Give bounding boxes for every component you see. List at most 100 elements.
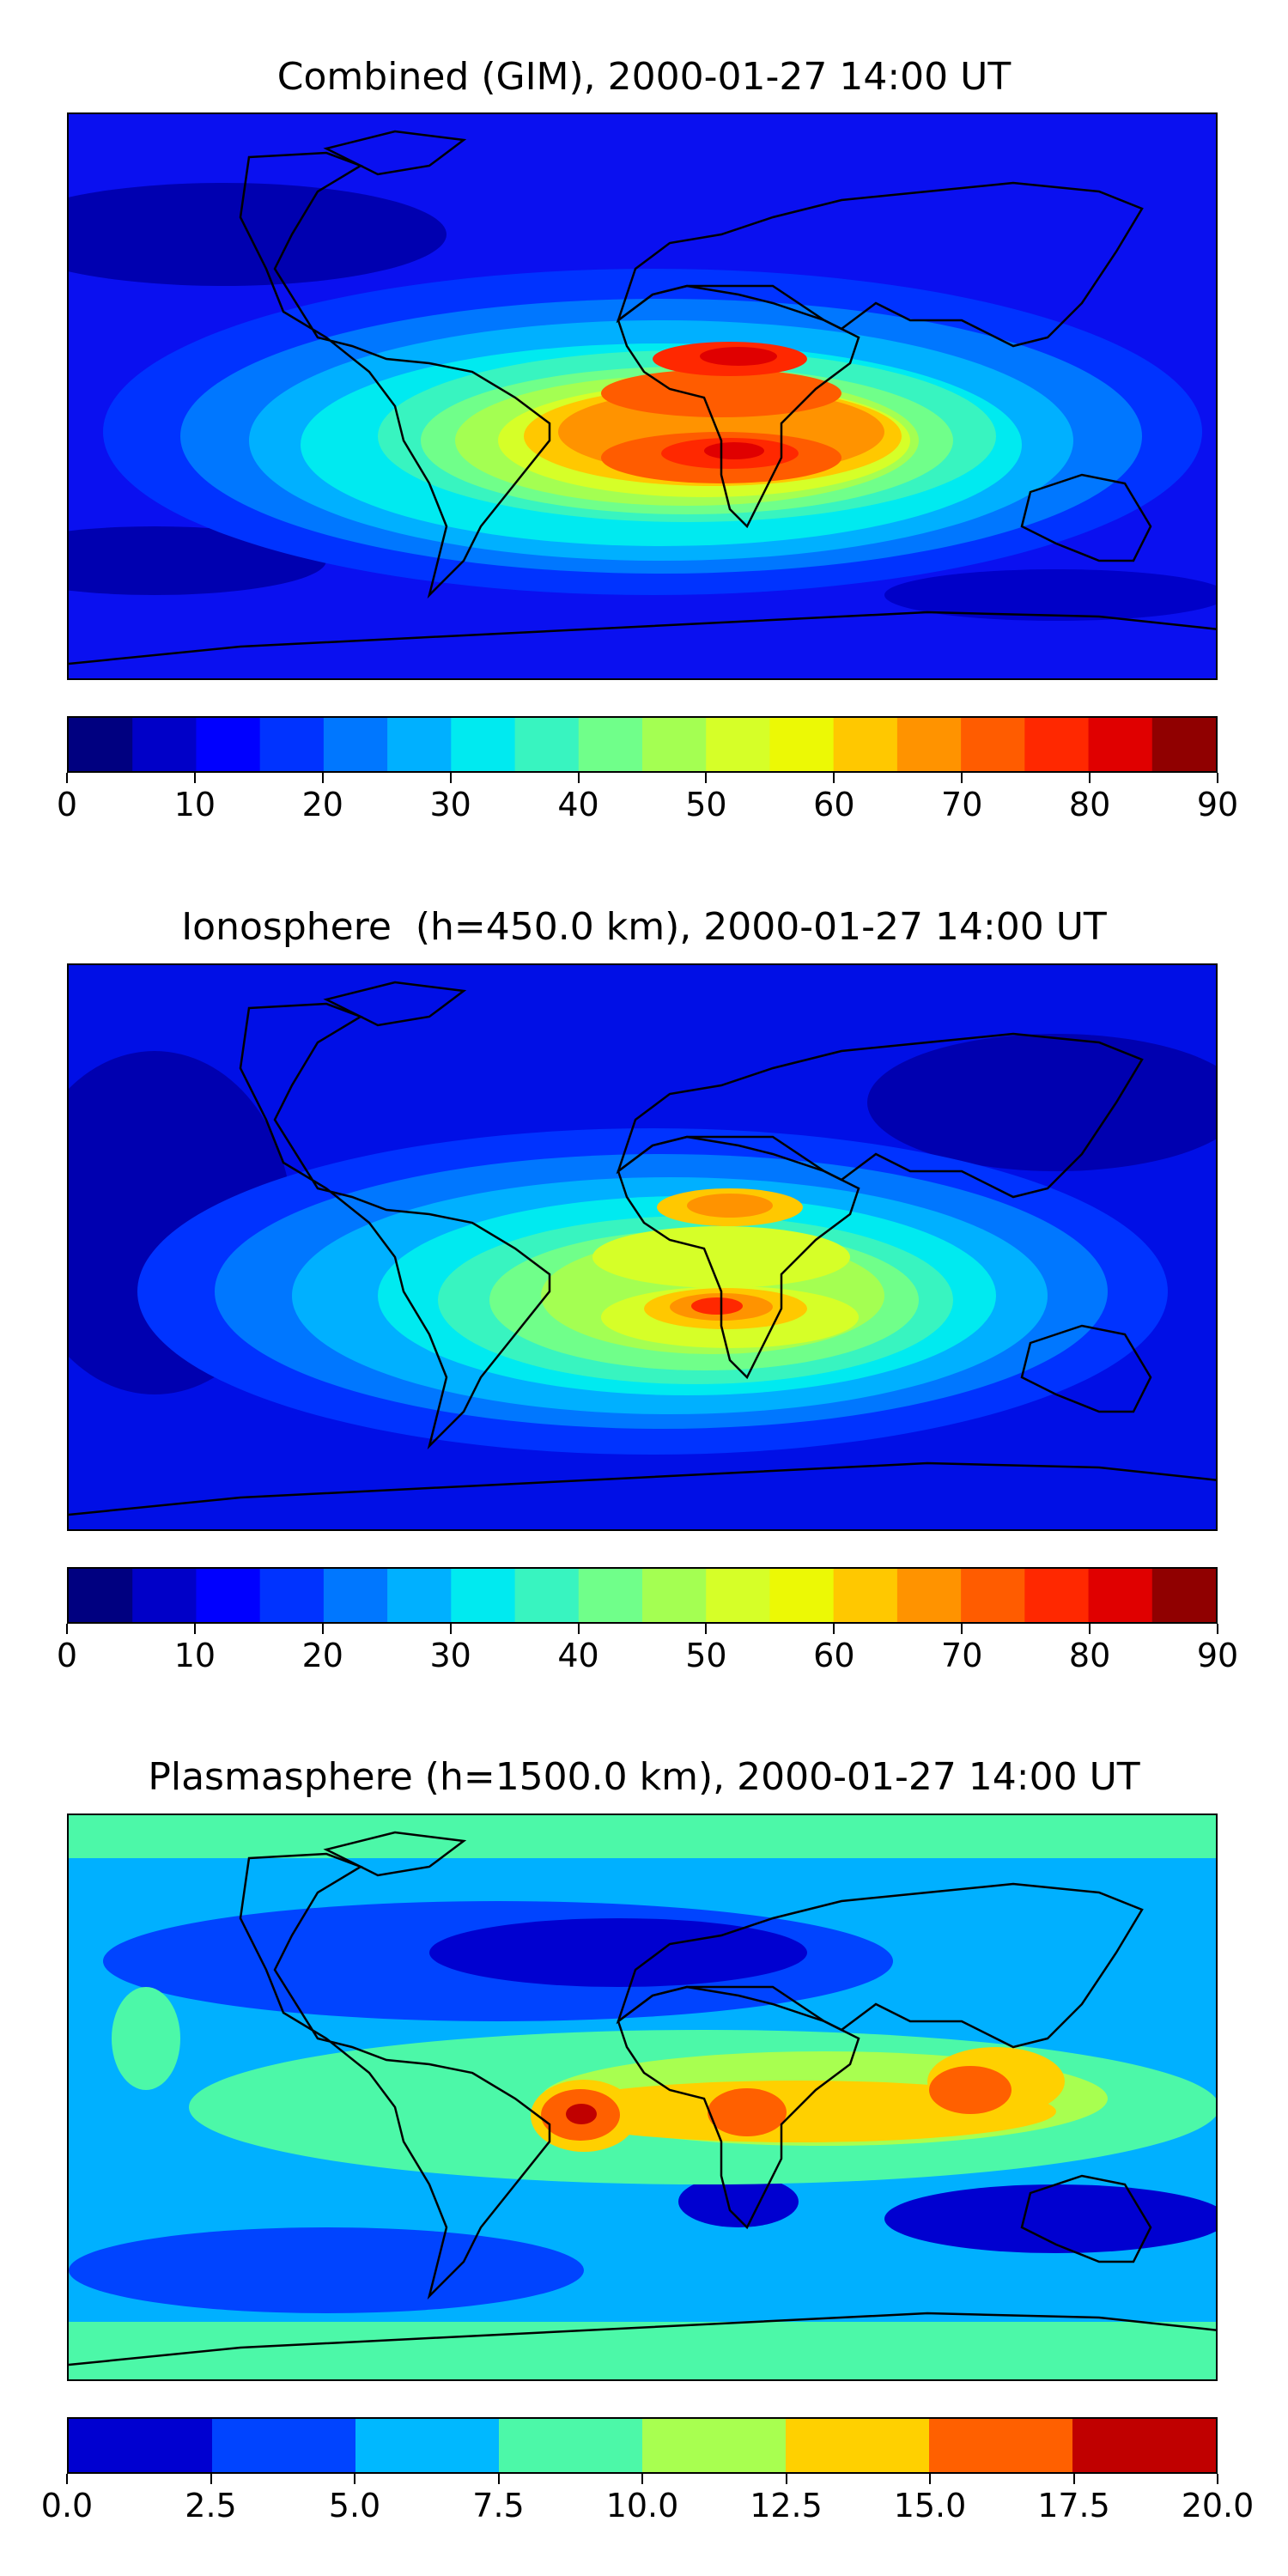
colorbar-swatch bbox=[499, 2419, 643, 2472]
colorbar-tick bbox=[193, 773, 196, 783]
colorbar-swatch bbox=[259, 718, 325, 771]
coastline-americas bbox=[239, 1002, 551, 1450]
coastline-australia bbox=[1020, 2174, 1152, 2263]
colorbar-swatch bbox=[69, 2419, 213, 2472]
colorbar-tick bbox=[449, 773, 452, 783]
colorbar-swatch bbox=[706, 1569, 771, 1622]
colorbar-tick bbox=[1217, 1624, 1218, 1634]
coastlines bbox=[69, 981, 1216, 1516]
colorbar-swatch bbox=[132, 718, 197, 771]
colorbar-tick-label: 50 bbox=[685, 1637, 727, 1674]
contour-17-5-west bbox=[566, 2104, 597, 2124]
colorbar-tick bbox=[210, 2474, 212, 2484]
colorbar-combined-svg bbox=[69, 718, 1216, 771]
colorbar-swatch bbox=[706, 718, 771, 771]
coastline-americas bbox=[239, 1852, 551, 2300]
colorbar-tick-label: 80 bbox=[1068, 1637, 1111, 1674]
coastline-eurasia bbox=[616, 1882, 1144, 2049]
map-combined bbox=[67, 112, 1218, 680]
colorbar-tick-label: 80 bbox=[1068, 786, 1111, 823]
panel-title-plasmasphere: Plasmasphere (h=1500.0 km), 2000-01-27 1… bbox=[148, 1755, 1140, 1799]
colorbar-tick-label: 7.5 bbox=[472, 2487, 525, 2524]
contour-70-north bbox=[601, 369, 841, 417]
colorbar-tick-label: 0 bbox=[56, 786, 78, 823]
colorbar-combined bbox=[67, 716, 1218, 773]
colorbar-tick bbox=[705, 773, 708, 783]
colorbar-swatch bbox=[896, 1569, 962, 1622]
coastline-eurasia bbox=[616, 1032, 1144, 1199]
colorbar-tick bbox=[1089, 773, 1091, 783]
colorbar-tick bbox=[1089, 1624, 1091, 1634]
colorbar-tick-label: 70 bbox=[941, 786, 983, 823]
colorbar-swatch bbox=[1151, 1569, 1216, 1622]
panel-title-combined: Combined (GIM), 2000-01-27 14:00 UT bbox=[276, 55, 1012, 99]
contour-15-east bbox=[929, 2066, 1012, 2114]
colorbar-tick-label: 17.5 bbox=[1037, 2487, 1110, 2524]
colorbar-tick bbox=[497, 2474, 500, 2484]
colorbar-tick-label: 5.0 bbox=[328, 2487, 381, 2524]
contour-15-center bbox=[708, 2088, 787, 2136]
colorbar-tick-label: 15.0 bbox=[893, 2487, 967, 2524]
coastline-africa bbox=[617, 284, 860, 529]
contour-low-north-east bbox=[867, 1034, 1216, 1171]
colorbar-tick bbox=[577, 773, 580, 783]
colorbar-swatch bbox=[514, 1569, 580, 1622]
contour-12-5 bbox=[541, 2081, 1056, 2142]
coastlines bbox=[69, 1831, 1216, 2366]
colorbar-tick bbox=[193, 1624, 196, 1634]
colorbar-tick-label: 0 bbox=[56, 1637, 78, 1674]
colorbar-swatch bbox=[132, 1569, 197, 1622]
contour-80-north bbox=[700, 347, 777, 366]
colorbar-swatch bbox=[929, 2419, 1073, 2472]
panel-title-ionosphere: Ionosphere (h=450.0 km), 2000-01-27 14:0… bbox=[181, 905, 1107, 949]
contour-2-5-south bbox=[69, 2227, 584, 2313]
colorbar-tick-label: 0.0 bbox=[40, 2487, 94, 2524]
contour-80-south bbox=[704, 442, 764, 459]
colorbar-swatch bbox=[451, 718, 516, 771]
colorbar-swatch bbox=[323, 718, 388, 771]
coastline-greenland bbox=[323, 1831, 467, 1877]
colorbar-tick bbox=[785, 2474, 787, 2484]
colorbar-swatch bbox=[642, 1569, 707, 1622]
contour-0-north bbox=[429, 1918, 807, 1987]
colorbar-swatch bbox=[196, 718, 261, 771]
coastline-americas bbox=[239, 151, 551, 599]
colorbar-tick bbox=[66, 2474, 68, 2484]
colorbar-tick-label: 60 bbox=[813, 1637, 855, 1674]
colorbar-swatch bbox=[387, 1569, 452, 1622]
colorbar-swatch bbox=[642, 718, 707, 771]
colorbar-swatch bbox=[769, 718, 835, 771]
colorbar-tick-label: 50 bbox=[685, 786, 727, 823]
colorbar-swatch bbox=[514, 718, 580, 771]
colorbar-swatch bbox=[961, 718, 1025, 771]
colorbar-swatch bbox=[578, 1569, 643, 1622]
colorbar-swatch bbox=[1072, 2419, 1216, 2472]
colorbar-swatch bbox=[961, 1569, 1025, 1622]
colorbar-swatch bbox=[355, 2419, 500, 2472]
colorbar-tick bbox=[577, 1624, 580, 1634]
contour-7-5-north bbox=[69, 1815, 1216, 1858]
tec-map-ionosphere-svg bbox=[69, 965, 1216, 1529]
colorbar-swatch bbox=[259, 1569, 325, 1622]
colorbar-tick-label: 90 bbox=[1196, 786, 1239, 823]
colorbar-swatch bbox=[833, 1569, 898, 1622]
colorbar-swatch bbox=[387, 718, 452, 771]
colorbar-combined-ticks: 0 10 20 30 40 50 60 70 80 90 bbox=[57, 773, 1238, 824]
colorbar-tick-label: 60 bbox=[813, 786, 855, 823]
contour-7-5-pacific bbox=[112, 1987, 180, 2090]
colorbar-tick-label: 20.0 bbox=[1181, 2487, 1255, 2524]
contour-65-north bbox=[687, 1194, 773, 1218]
colorbar-tick-label: 10.0 bbox=[605, 2487, 679, 2524]
contour-7-5-south bbox=[69, 2322, 1216, 2379]
map-ionosphere bbox=[67, 963, 1218, 1531]
colorbar-tick bbox=[354, 2474, 355, 2484]
contour-55-north bbox=[592, 1226, 850, 1288]
colorbar-swatch bbox=[451, 1569, 516, 1622]
coastline-australia bbox=[1020, 1324, 1152, 1413]
map-plasmasphere bbox=[67, 1814, 1218, 2381]
colorbar-tick bbox=[833, 1624, 835, 1634]
contour-low-south-east bbox=[884, 569, 1216, 621]
colorbar-tick bbox=[1217, 773, 1218, 783]
colorbar-tick-label: 90 bbox=[1196, 1637, 1239, 1674]
colorbar-swatch bbox=[1024, 718, 1090, 771]
